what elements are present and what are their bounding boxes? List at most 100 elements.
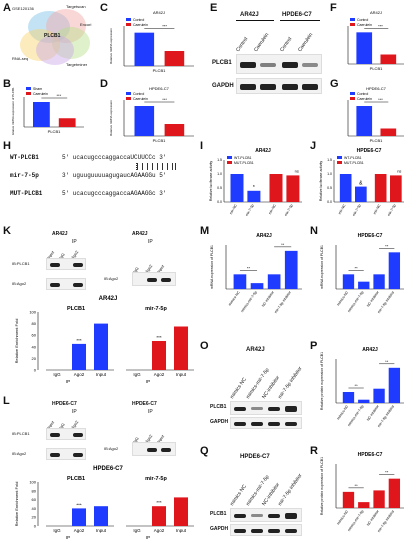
x-tick: mimics-mir-7-5p bbox=[347, 509, 365, 532]
y-tick: 0.0 bbox=[217, 200, 222, 204]
band bbox=[161, 448, 171, 452]
x-label: PLCB1 bbox=[370, 138, 383, 142]
band bbox=[73, 263, 83, 267]
bar bbox=[373, 274, 385, 289]
venn-set-4 bbox=[20, 29, 60, 61]
y-label: Relative luciferase activity bbox=[209, 161, 213, 202]
venn-label-2: Targetscan bbox=[66, 4, 86, 9]
y-label: Relative protein expression of PLCB1 bbox=[320, 352, 324, 410]
sig-label: *** bbox=[162, 97, 167, 102]
legend-swatch bbox=[26, 92, 31, 95]
blot-l-cell-2: HPDE6-C7 bbox=[132, 401, 157, 407]
x-tick: IgG bbox=[133, 372, 141, 377]
bar bbox=[388, 367, 401, 403]
sig-label: ** bbox=[355, 265, 359, 270]
chart-p: AR42J Relative protein expression of PLCB… bbox=[320, 347, 404, 428]
bar bbox=[152, 341, 166, 370]
venn-label-1: GSE120136 bbox=[12, 6, 34, 11]
y-label: Relative protein expression of PLCB1 bbox=[320, 457, 324, 515]
sig-label: & bbox=[359, 181, 363, 187]
blot-q-label-gapdh: GAPDH bbox=[210, 526, 229, 532]
y-label: mRNA expression of PLCB1 bbox=[210, 245, 214, 289]
y-tick: 1.5 bbox=[217, 158, 222, 162]
bar bbox=[286, 175, 300, 202]
x-tick: mir-NC bbox=[373, 203, 382, 215]
bar bbox=[284, 250, 298, 289]
panel-label-e: E bbox=[210, 2, 218, 14]
y-tick: 1.0 bbox=[217, 172, 222, 176]
chart-n: HPDE6-C7 mRNA expression of PLCB1 mimics-N… bbox=[320, 233, 404, 314]
blot-e-lane-4: Caerulein bbox=[297, 32, 315, 53]
seq-mir: 3' uguuguuuuagugaucAGAAGGu 5' bbox=[62, 172, 167, 179]
blot-e-lane-1: Control bbox=[235, 36, 250, 53]
sig-label: ** bbox=[355, 383, 359, 388]
band bbox=[260, 84, 276, 90]
legend-swatch bbox=[126, 97, 131, 100]
bar bbox=[58, 118, 76, 127]
y-tick: 1.5 bbox=[327, 158, 332, 162]
band bbox=[240, 84, 256, 90]
blot-e-row-plcb1 bbox=[236, 54, 322, 74]
sig-label: *** bbox=[156, 335, 162, 340]
band bbox=[268, 514, 280, 518]
chart-title: AR42J bbox=[370, 10, 382, 15]
panel-label-m: M bbox=[200, 225, 210, 237]
bar bbox=[373, 490, 385, 508]
legend-label: Control bbox=[357, 18, 369, 22]
y-label: Relative luciferase activity bbox=[319, 161, 323, 202]
x-tick: mir-7-5p inhibitor bbox=[274, 290, 293, 314]
bar bbox=[230, 174, 244, 202]
panel-label-l: L bbox=[3, 395, 10, 407]
sig-label: *** bbox=[156, 500, 162, 505]
x-tick: mir-7-5p bbox=[352, 203, 362, 216]
group-title: mir-7-5p bbox=[145, 476, 167, 482]
x-tick: Input bbox=[96, 372, 107, 377]
blot-q-title: HPDE6-C7 bbox=[240, 454, 270, 460]
blot-l-row-2: IB:Ago2 bbox=[12, 451, 27, 456]
venn-center-label: PLCB1 bbox=[44, 33, 61, 39]
x-tick: IgG bbox=[53, 528, 61, 533]
panel-label-d: D bbox=[100, 78, 108, 90]
legend-label: Control bbox=[133, 18, 145, 22]
x-tick: Ago2 bbox=[154, 528, 165, 533]
band bbox=[268, 529, 280, 533]
blot-k-ago2 bbox=[46, 278, 86, 290]
bar bbox=[380, 128, 397, 136]
band bbox=[50, 433, 60, 437]
blot-l: HPDE6-C7 HPDE6-C7 IP IP Input IgG Ago2 I… bbox=[12, 402, 192, 462]
x-label: PLCB1 bbox=[48, 129, 61, 134]
bar bbox=[388, 252, 401, 289]
band bbox=[234, 529, 246, 533]
band bbox=[234, 422, 246, 426]
legend-label: Caerulein bbox=[357, 23, 372, 27]
legend-swatch bbox=[126, 92, 131, 95]
y-tick: 60 bbox=[32, 497, 37, 502]
band bbox=[285, 422, 297, 426]
ip-label: IP bbox=[66, 379, 70, 384]
bar bbox=[342, 392, 355, 403]
x-tick: mir-NC bbox=[268, 203, 277, 215]
y-tick: 0.5 bbox=[327, 186, 332, 190]
blot-k-cell: AR42J bbox=[52, 231, 68, 237]
x-tick: Input bbox=[176, 372, 187, 377]
legend-swatch bbox=[350, 92, 355, 95]
panel-label-i: I bbox=[200, 140, 204, 152]
sig-label: ** bbox=[355, 483, 359, 488]
sig-label: * bbox=[253, 185, 255, 191]
band bbox=[161, 278, 171, 282]
band bbox=[73, 283, 83, 287]
band bbox=[240, 62, 256, 68]
y-tick: 80 bbox=[32, 488, 37, 493]
bar bbox=[72, 508, 86, 526]
sig-label: *** bbox=[56, 93, 61, 98]
chart-title: HPDE6-C7 bbox=[366, 86, 387, 91]
band bbox=[282, 62, 298, 68]
bar bbox=[388, 478, 401, 508]
bar bbox=[342, 491, 355, 508]
blot-k-row-3: IB:Ago2 bbox=[104, 276, 119, 281]
panel-label-k: K bbox=[3, 225, 11, 237]
y-label: mRNA expression of PLCB1 bbox=[320, 245, 324, 289]
